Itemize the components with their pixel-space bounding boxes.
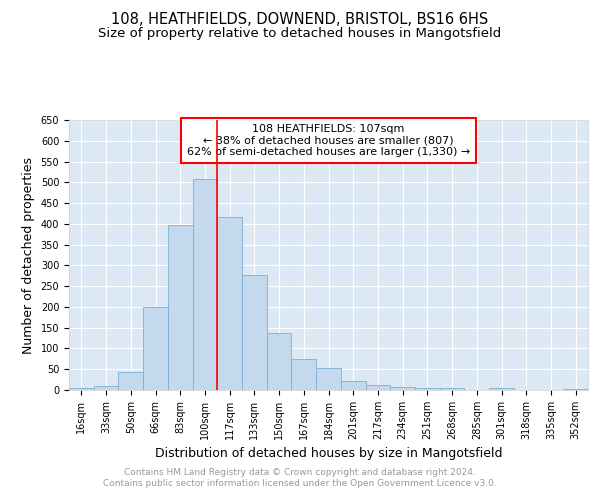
X-axis label: Distribution of detached houses by size in Mangotsfield: Distribution of detached houses by size … — [155, 448, 502, 460]
Bar — [193, 180, 217, 390]
Bar — [489, 388, 514, 390]
Text: Size of property relative to detached houses in Mangotsfield: Size of property relative to detached ho… — [98, 28, 502, 40]
Bar — [168, 225, 193, 390]
Bar — [390, 386, 415, 390]
Bar — [341, 381, 365, 390]
Bar — [242, 274, 267, 390]
Bar — [563, 389, 588, 390]
Bar — [365, 384, 390, 390]
Bar — [316, 368, 341, 390]
Y-axis label: Number of detached properties: Number of detached properties — [22, 156, 35, 354]
Text: 108 HEATHFIELDS: 107sqm
← 38% of detached houses are smaller (807)
62% of semi-d: 108 HEATHFIELDS: 107sqm ← 38% of detache… — [187, 124, 470, 157]
Bar — [118, 372, 143, 390]
Bar — [292, 359, 316, 390]
Bar — [143, 307, 168, 390]
Bar — [267, 333, 292, 390]
Bar — [217, 217, 242, 390]
Bar — [440, 388, 464, 390]
Bar — [94, 386, 118, 390]
Bar — [69, 388, 94, 390]
Text: 108, HEATHFIELDS, DOWNEND, BRISTOL, BS16 6HS: 108, HEATHFIELDS, DOWNEND, BRISTOL, BS16… — [112, 12, 488, 28]
Bar — [415, 388, 440, 390]
Text: Contains HM Land Registry data © Crown copyright and database right 2024.
Contai: Contains HM Land Registry data © Crown c… — [103, 468, 497, 487]
